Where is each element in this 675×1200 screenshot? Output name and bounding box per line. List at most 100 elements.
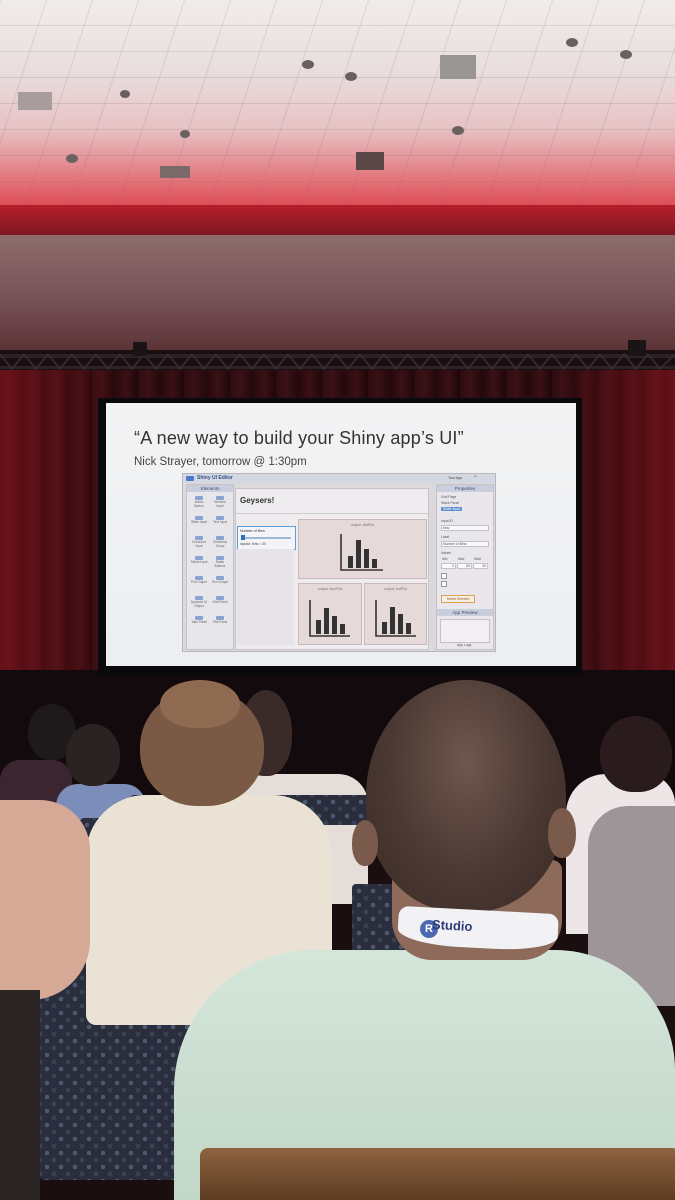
shiny-logo-icon [186, 476, 194, 481]
elements-header: Elements [187, 485, 233, 492]
audience-head [66, 724, 120, 786]
hair-bun [160, 680, 240, 728]
grid-icon [216, 596, 224, 600]
label-value: Number of Bins [443, 542, 467, 546]
element-label: Checkbox Group [212, 540, 228, 548]
breadcrumb-stack-panel[interactable]: Stack Panel [441, 501, 460, 505]
ceiling-light-icon [180, 130, 190, 138]
properties-panel: Properties Grid Page Stack Panel Slider … [436, 484, 494, 650]
air-vent-icon [160, 166, 190, 178]
slider-input-card[interactable]: Number of Bins inputId: bins = 30 [237, 526, 296, 550]
element-grid-panel[interactable]: Grid Panel [211, 596, 229, 612]
element-action-button[interactable]: Action Button [190, 496, 208, 512]
element-label: Grid Panel [212, 600, 228, 604]
element-label: Slider Input [190, 520, 208, 524]
element-slider-input[interactable]: Slider Input [190, 516, 208, 532]
canvas-title: Geysers! [240, 496, 275, 505]
ceiling-beam [0, 205, 675, 237]
slider-track[interactable] [241, 537, 291, 539]
foreground-arm [0, 800, 90, 1000]
app-logs-button[interactable]: App Logs [457, 643, 472, 647]
element-label: Text Input [213, 520, 227, 524]
max-field[interactable]: 50 [457, 563, 472, 569]
element-label: Select Input [190, 560, 208, 564]
tabs-icon [195, 616, 203, 620]
plot-card-blue[interactable]: output: bluePlot [298, 583, 362, 645]
element-plot-output[interactable]: Plot Output [190, 576, 208, 592]
element-numeric-input[interactable]: Numeric Input [211, 496, 229, 512]
app-preview-thumbnail[interactable] [440, 619, 490, 643]
slider-handle[interactable] [241, 535, 245, 540]
editor-toolbar: Tour App ↶ [436, 475, 492, 482]
plot-label: output: distPlot [350, 523, 375, 527]
input-id-value: bins [443, 526, 450, 530]
plot-card-red[interactable]: output: redPlot [364, 583, 427, 645]
element-label: Plot Output [191, 580, 207, 584]
radio-icon [216, 556, 224, 560]
back-wall [0, 235, 675, 350]
start-value: 30 [482, 564, 486, 568]
min-value: 0 [452, 564, 454, 568]
element-label: Numeric Input [214, 500, 226, 508]
bar-chart-icon [375, 600, 416, 637]
plot-label: output: redPlot [384, 587, 407, 591]
element-text-output[interactable]: Text Output [211, 576, 229, 592]
ear [352, 820, 378, 866]
element-dynamic-ui-output[interactable]: Dynamic UI Output [190, 596, 208, 612]
element-label: Checkbox Input [191, 540, 207, 548]
foreground-chair-back [200, 1148, 675, 1200]
breadcrumb-slider-input[interactable]: Slider Input [441, 507, 463, 511]
element-tabs-panel[interactable]: Tabs Panel [190, 616, 208, 632]
input-id-field[interactable]: bins [441, 525, 489, 531]
editor-header: Shiny UI Editor Tour App ↶ [183, 474, 495, 483]
slide-subtitle: Nick Strayer, tomorrow @ 1:30pm [134, 456, 307, 468]
foreground-seat-shadow [0, 990, 40, 1200]
plot-card-dist[interactable]: output: distPlot [298, 519, 427, 579]
max-value: 50 [466, 564, 470, 568]
label-field[interactable]: Number of Bins [441, 541, 489, 547]
canvas-divider [236, 513, 428, 514]
undo-icon[interactable]: ↶ [474, 475, 478, 479]
ceiling-light-icon [345, 72, 357, 81]
foreground-person-head [366, 680, 566, 912]
element-label: Plot Panel [212, 620, 228, 624]
element-checkbox-group[interactable]: Checkbox Group [211, 536, 229, 552]
input-id-label: Input ID [441, 519, 453, 523]
ceiling-light-icon [66, 154, 78, 163]
tour-app-button[interactable]: Tour App [448, 476, 463, 480]
element-radio-buttons[interactable]: Radio Buttons [211, 556, 229, 572]
element-plot-panel[interactable]: Plot Panel [211, 616, 229, 632]
dynamic-ui-icon [195, 596, 203, 600]
select-icon [195, 556, 203, 560]
rstudio-logo-icon: R [420, 920, 438, 938]
element-text-input[interactable]: Text Input [211, 516, 229, 532]
start-label: Start [474, 557, 482, 561]
element-checkbox-input[interactable]: Checkbox Input [190, 536, 208, 552]
element-label: Action Button [194, 500, 204, 508]
element-label: Radio Buttons [214, 560, 226, 568]
shiny-ui-editor-screenshot: Shiny UI Editor Tour App ↶ Elements Acti… [182, 473, 496, 652]
start-field[interactable]: 30 [473, 563, 488, 569]
editor-canvas: Geysers! Number of Bins inputId: bins = … [235, 488, 429, 650]
min-field[interactable]: 0 [441, 563, 456, 569]
ceiling-light-icon [620, 50, 632, 59]
bar-chart-icon [309, 600, 350, 637]
numeric-input-icon [216, 496, 224, 500]
text-output-icon [216, 576, 224, 580]
app-preview-header: App Preview [437, 609, 493, 616]
panel-icon [216, 616, 224, 620]
ceiling-light-icon [566, 38, 578, 47]
delete-element-button[interactable]: Delete Element [441, 595, 475, 603]
width-checkbox[interactable] [441, 581, 447, 587]
lanyard-text: Studio [431, 916, 473, 935]
element-select-input[interactable]: Select Input [190, 556, 208, 572]
step-checkbox[interactable] [441, 573, 447, 579]
editor-app-name: Shiny UI Editor [197, 475, 233, 481]
checkbox-icon [195, 536, 203, 540]
air-vent-icon [18, 92, 52, 110]
lighting-truss [0, 340, 675, 371]
plot-label: output: bluePlot [317, 587, 343, 591]
slider-value: inputId: bins = 30 [240, 542, 266, 546]
properties-header: Properties [437, 485, 493, 492]
breadcrumb-grid-page[interactable]: Grid Page [441, 495, 457, 499]
